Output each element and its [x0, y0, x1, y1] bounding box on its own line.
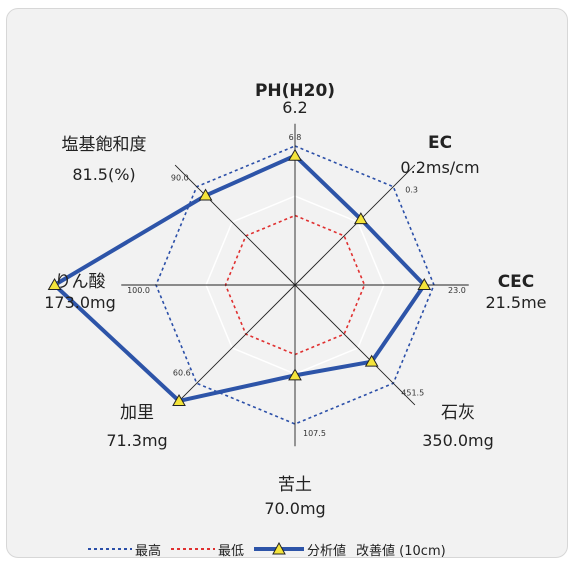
label-name-cec: CEC	[498, 272, 535, 292]
label-name-ph: PH(H20)	[255, 81, 335, 101]
legend-max-label: 最高	[135, 543, 162, 559]
marker-lime	[364, 354, 379, 367]
tick-max-base_sat: 90.0	[171, 174, 189, 183]
label-value-lime: 350.0mg	[422, 431, 494, 450]
tick-max-lime: 451.5	[401, 388, 424, 397]
tick-max-magnesia: 107.5	[303, 429, 326, 438]
label-name-potash: 加里	[120, 403, 154, 423]
tick-max-potash: 60.6	[173, 368, 191, 377]
tick-max-cec: 23.0	[448, 286, 466, 295]
marker-base_sat	[198, 188, 213, 201]
label-value-magnesia: 70.0mg	[264, 499, 325, 518]
legend-improved: 改善値 (10cm)	[356, 540, 446, 559]
chart-panel	[6, 8, 568, 558]
legend-analysis-swatch	[254, 542, 305, 555]
marker-phosphoric	[47, 277, 62, 290]
legend-min: 最低	[171, 540, 244, 559]
tick-max-ec: 0.3	[405, 186, 418, 195]
legend-max: 最高	[88, 540, 161, 559]
legend-analysis: 分析値	[254, 540, 346, 559]
radar-chart: 6.8 0.3 23.0 451.5 107.5 60.6 100.0 90.0 PH(H20…	[44, 81, 546, 518]
label-value-ec: 0.2ms/cm	[400, 158, 479, 177]
label-name-lime: 石灰	[441, 403, 475, 423]
legend-min-label: 最低	[218, 543, 245, 559]
label-name-phosphoric: りん酸	[55, 272, 106, 292]
label-value-phosphoric: 173.0mg	[44, 293, 116, 312]
axis-line-ec	[294, 164, 416, 286]
legend-min-swatch	[171, 548, 216, 550]
max-ring	[155, 145, 435, 425]
marker-ph	[288, 148, 302, 161]
label-name-ec: EC	[428, 133, 452, 153]
marker-potash	[172, 393, 186, 406]
label-value-base_sat: 81.5(%)	[72, 165, 135, 184]
axis-line-base_sat	[174, 164, 296, 286]
marker-ec	[353, 212, 368, 225]
axis-line-lime	[294, 284, 416, 406]
label-value-cec: 21.5me	[485, 293, 546, 312]
label-value-ph: 6.2	[282, 98, 307, 117]
legend-improved-label: 改善値 (10cm)	[356, 543, 446, 559]
legend-max-swatch	[88, 548, 132, 550]
legend-analysis-label: 分析値	[307, 543, 347, 559]
tick-max-ph: 6.8	[289, 133, 302, 142]
tick-max-phosphoric: 100.0	[127, 286, 150, 295]
axis-line-potash	[174, 284, 296, 406]
label-name-base_sat: 塩基飽和度	[62, 135, 147, 155]
label-value-potash: 71.3mg	[106, 431, 167, 450]
legend: 最高 最低 分析値 改善値 (10cm)	[88, 538, 456, 560]
label-name-magnesia: 苦土	[278, 475, 312, 495]
marker-cec	[417, 277, 432, 290]
marker-magnesia	[288, 368, 302, 381]
